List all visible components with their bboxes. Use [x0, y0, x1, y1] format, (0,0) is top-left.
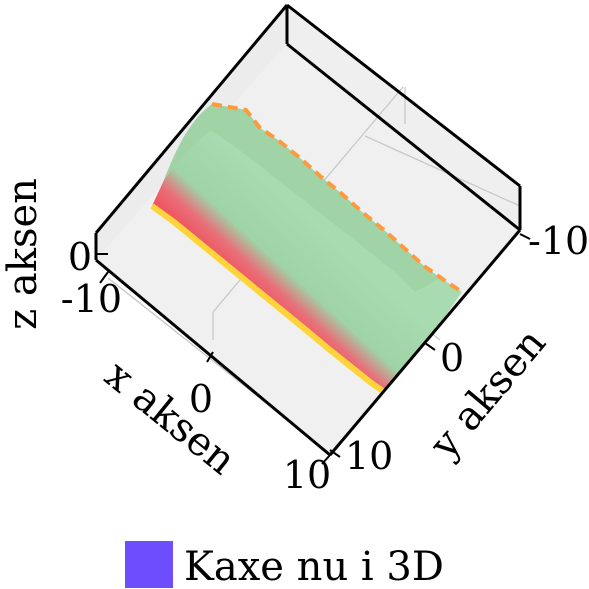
box-frame	[94, 3, 522, 457]
y-tick-label: 10	[345, 434, 393, 478]
z-tick-label: 0	[68, 235, 92, 279]
legend-label: Kaxe nu i 3D	[184, 544, 444, 589]
legend: Kaxe nu i 3D	[125, 541, 444, 589]
tick-marks	[96, 233, 531, 465]
y-tick-label: 0	[440, 336, 464, 380]
legend-swatch	[125, 541, 173, 588]
x-axis-label: x aksen	[96, 352, 244, 484]
x-tick-label: -10	[61, 277, 122, 321]
z-axis-label: z aksen	[0, 178, 46, 330]
ridge-surface	[150, 102, 464, 395]
x-tick-label: 10	[283, 453, 331, 497]
x-tick-label: 0	[189, 377, 213, 421]
y-tick-label: -10	[528, 219, 589, 263]
